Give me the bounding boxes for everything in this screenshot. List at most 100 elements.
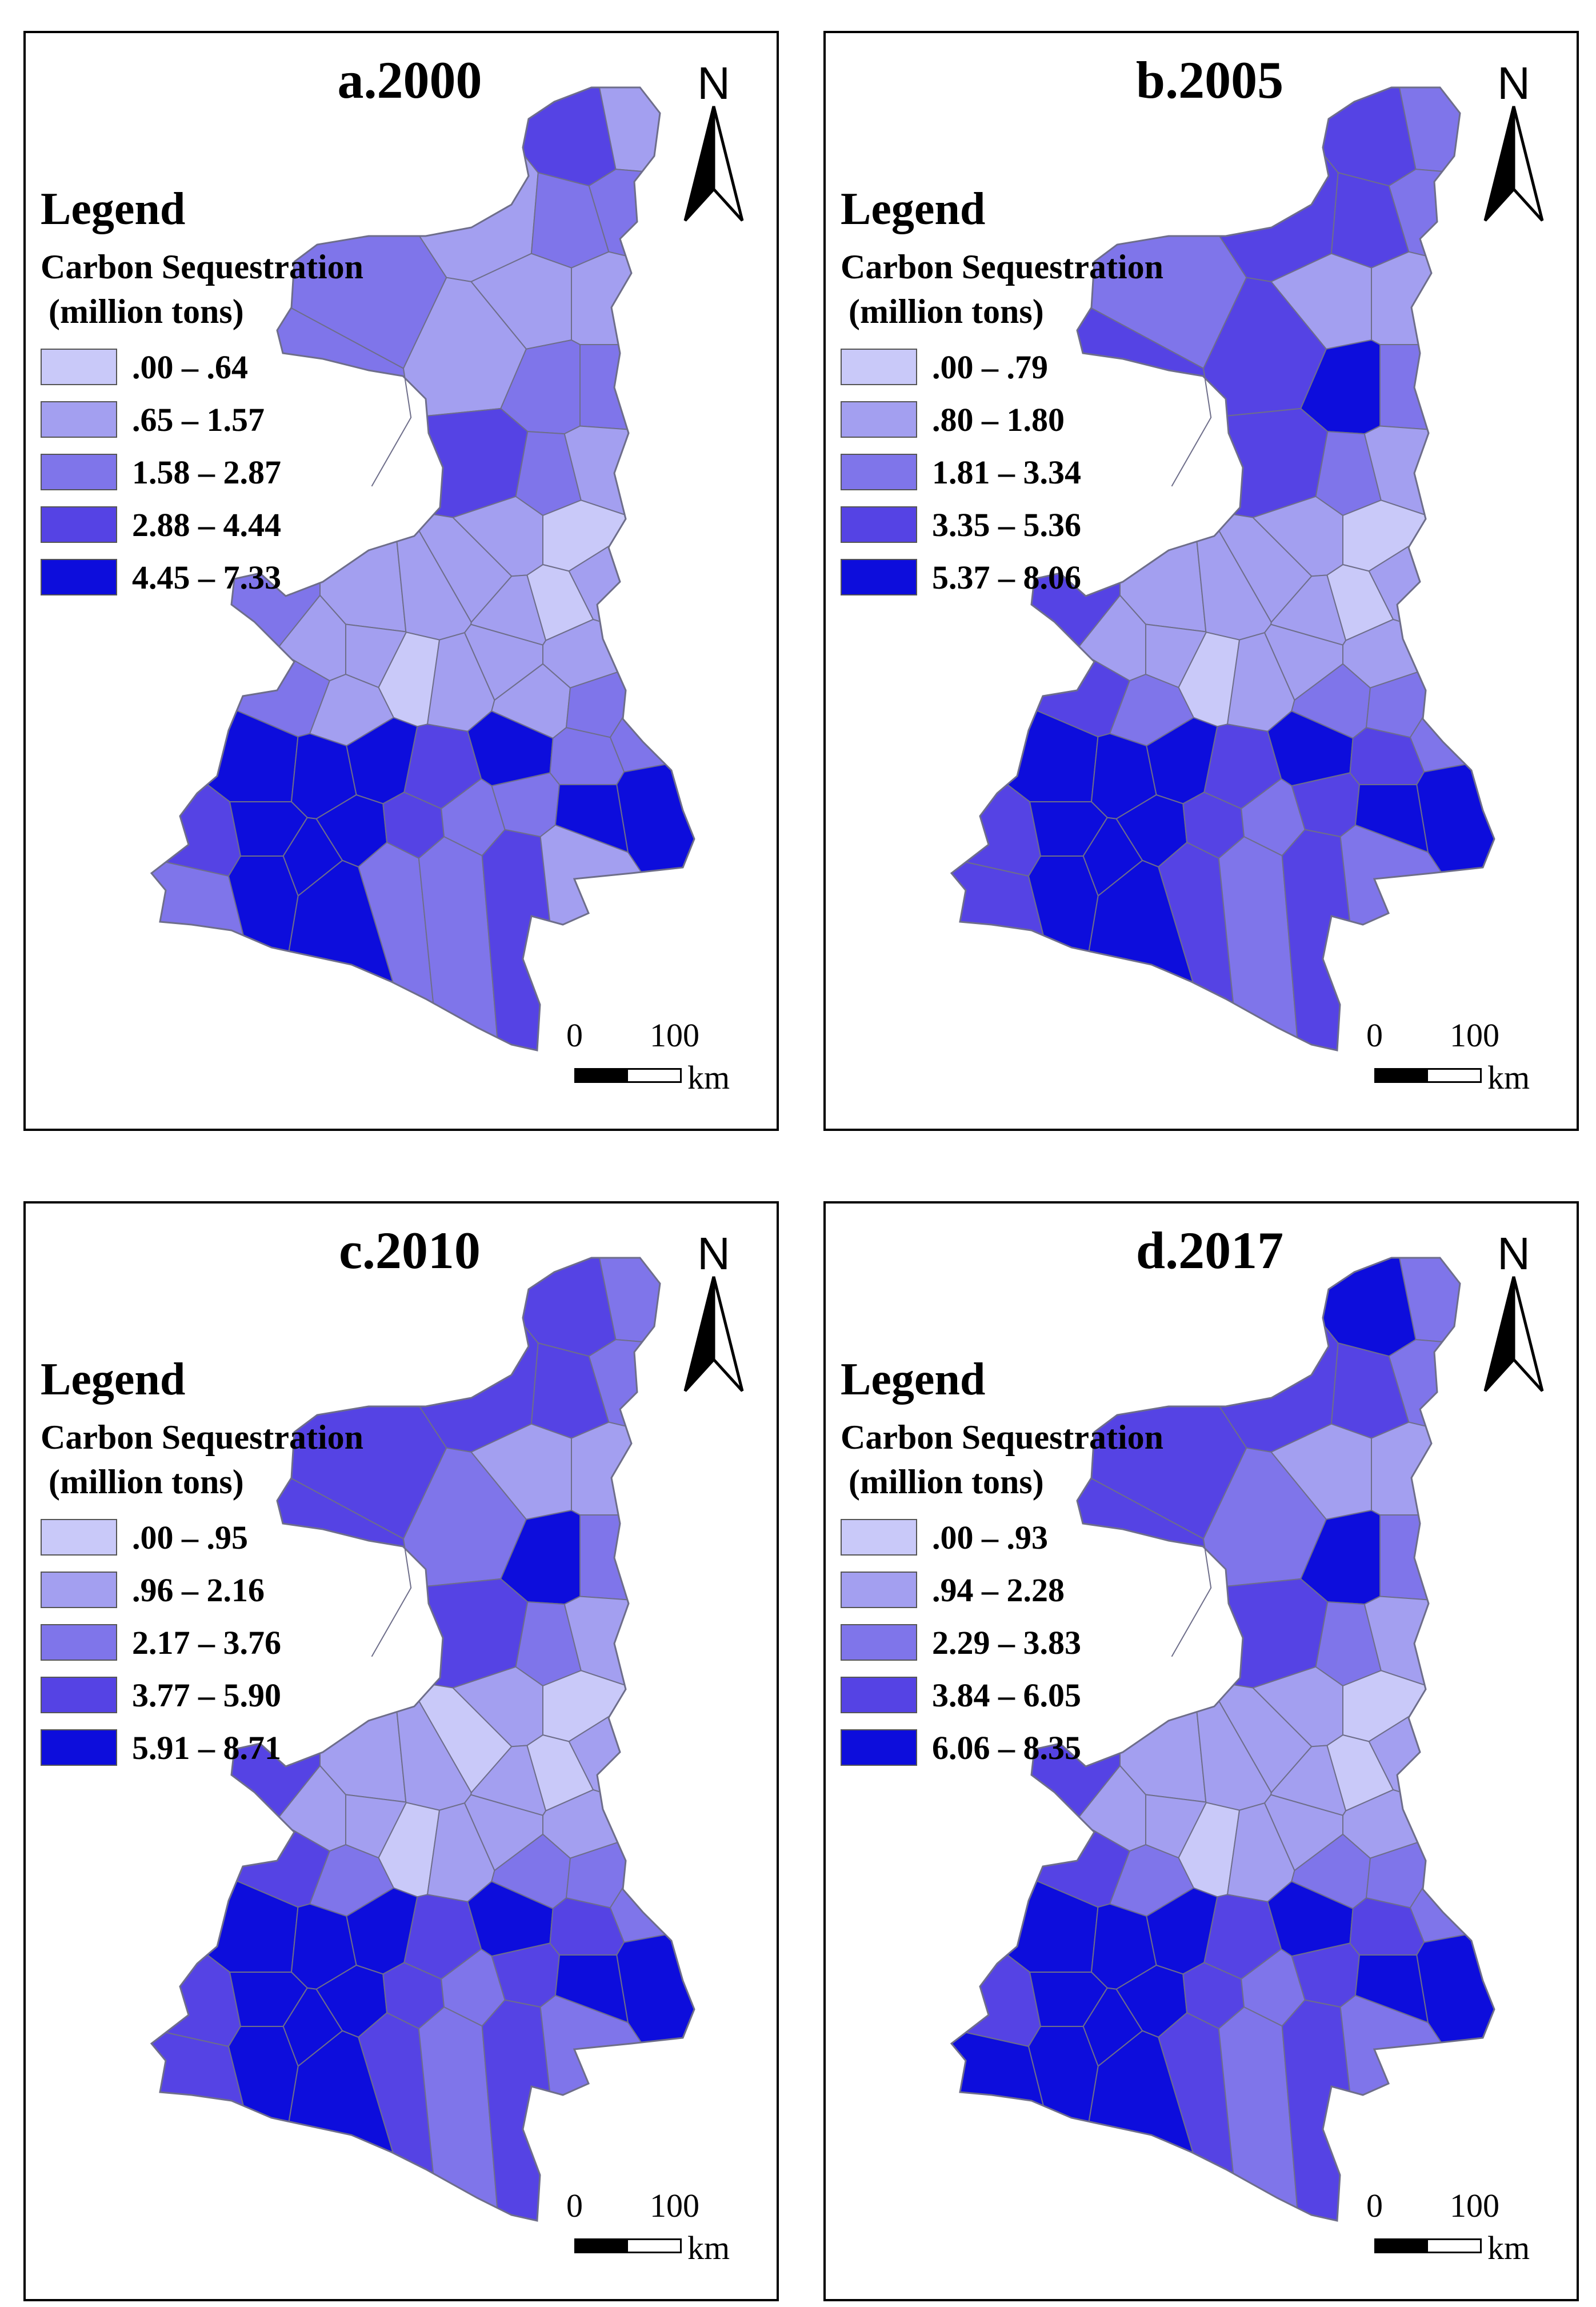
legend-item: 3.77 – 5.90 [41, 1669, 363, 1721]
legend-range: 1.58 – 2.87 [132, 453, 281, 491]
scale-bar-graphic [1374, 1068, 1482, 1083]
north-label: N [697, 58, 730, 109]
district-region [579, 344, 629, 430]
map-panel: d.2017 N Legend Carbon Sequestration (mi… [823, 1201, 1579, 2301]
north-arrow-icon [683, 106, 744, 222]
north-arrow: N [674, 1231, 754, 1402]
choropleth-map [150, 86, 695, 1051]
legend-item: 1.81 – 3.34 [841, 446, 1163, 498]
legend-item: 1.58 – 2.87 [41, 446, 363, 498]
district-region [579, 1514, 629, 1601]
legend-range: 3.77 – 5.90 [132, 1676, 281, 1714]
scale-bar: 0 100 km [1366, 1019, 1555, 1105]
north-arrow: N [674, 61, 754, 232]
province-outline [150, 1257, 695, 2222]
scale-unit-label: km [1487, 1059, 1530, 1096]
scale-unit-label: km [687, 2229, 730, 2266]
panel-title: c.2010 [339, 1221, 481, 1280]
legend-item: 3.35 – 5.36 [841, 498, 1163, 551]
legend-swatch [841, 1519, 917, 1556]
legend-swatch [841, 1624, 917, 1661]
legend-range: 2.88 – 4.44 [132, 506, 281, 543]
scale-end-label: 100 [650, 1017, 699, 1054]
legend-heading: Legend [841, 1354, 986, 1405]
north-label: N [1497, 1228, 1530, 1279]
north-arrow-icon [1483, 1276, 1544, 1392]
legend-range: 3.35 – 5.36 [932, 506, 1081, 543]
scale-start-label: 0 [566, 2187, 583, 2224]
scale-start-label: 0 [1366, 2187, 1383, 2224]
legend-swatch [841, 349, 917, 385]
district-region [571, 1421, 633, 1516]
legend-item: .80 – 1.80 [841, 393, 1163, 446]
legend-range: .00 – .95 [132, 1518, 248, 1556]
legend-swatch [841, 454, 917, 490]
map-panel: b.2005 N Legend Carbon Sequestration (mi… [823, 31, 1579, 1131]
legend: Legend Carbon Sequestration (million ton… [841, 186, 1163, 603]
map-panel: a.2000 N Legend Carbon Sequestration (mi… [23, 31, 779, 1131]
legend-item: 6.06 – 8.35 [841, 1721, 1163, 1774]
district-region [227, 855, 299, 952]
legend-range: 1.81 – 3.34 [932, 453, 1081, 491]
scale-start-label: 0 [1366, 1017, 1383, 1054]
panel-title: d.2017 [1135, 1221, 1284, 1280]
north-label: N [1497, 58, 1530, 109]
legend: Legend Carbon Sequestration (million ton… [41, 186, 363, 603]
legend-range: 6.06 – 8.35 [932, 1729, 1081, 1766]
legend-item: .96 – 2.16 [41, 1564, 363, 1616]
legend: Legend Carbon Sequestration (million ton… [841, 1357, 1163, 1774]
district-region [1371, 251, 1433, 345]
panel-title: b.2005 [1135, 51, 1284, 109]
legend-swatch [41, 454, 117, 490]
legend-range: 3.84 – 6.05 [932, 1676, 1081, 1714]
panel-title: a.2000 [337, 51, 482, 109]
legend-swatch [41, 1572, 117, 1608]
legend-item: 5.91 – 8.71 [41, 1721, 363, 1774]
legend: Legend Carbon Sequestration (million ton… [41, 1357, 363, 1774]
scale-unit-label: km [1487, 2229, 1530, 2266]
legend-item: .65 – 1.57 [41, 393, 363, 446]
legend-heading: Legend [841, 184, 986, 234]
legend-swatch [841, 401, 917, 438]
choropleth-map [950, 1257, 1495, 2222]
legend-swatch [41, 559, 117, 595]
legend-item: 4.45 – 7.33 [41, 551, 363, 603]
legend-range: .96 – 2.16 [132, 1571, 265, 1609]
legend-range: 5.91 – 8.71 [132, 1729, 281, 1766]
district-region [1371, 1421, 1433, 1516]
legend-unit: (million tons) [49, 1463, 244, 1501]
scale-end-label: 100 [1450, 2187, 1499, 2224]
legend-swatch [41, 1624, 117, 1661]
scale-bar: 0 100 km [566, 1019, 755, 1105]
district-region [1027, 2026, 1099, 2122]
legend-range: .00 – .79 [932, 348, 1048, 386]
legend-subtitle: Carbon Sequestration [41, 1418, 364, 1456]
legend-item: 2.88 – 4.44 [41, 498, 363, 551]
legend-range: .94 – 2.28 [932, 1571, 1065, 1609]
legend-swatch [41, 506, 117, 543]
legend-swatch [841, 559, 917, 595]
district-region [1027, 855, 1099, 952]
province-outline [950, 1257, 1495, 2222]
legend-range: .80 – 1.80 [932, 401, 1065, 438]
scale-bar-graphic [574, 1068, 682, 1083]
legend-item: .00 – .64 [41, 341, 363, 393]
legend-item: 3.84 – 6.05 [841, 1669, 1163, 1721]
legend-item: .94 – 2.28 [841, 1564, 1163, 1616]
legend-heading: Legend [41, 1354, 186, 1405]
province-outline [150, 86, 695, 1051]
legend-heading: Legend [41, 184, 186, 234]
choropleth-map [150, 1257, 695, 2222]
north-arrow-icon [1483, 106, 1544, 222]
north-arrow: N [1474, 61, 1554, 232]
map-panel: c.2010 N Legend Carbon Sequestration (mi… [23, 1201, 779, 2301]
legend-item: .00 – .95 [41, 1511, 363, 1564]
district-region [1379, 1514, 1429, 1601]
scale-end-label: 100 [1450, 1017, 1499, 1054]
province-outline [950, 86, 1495, 1051]
legend-swatch [841, 1677, 917, 1713]
legend-unit: (million tons) [849, 293, 1044, 330]
legend-item: .00 – .93 [841, 1511, 1163, 1564]
legend-range: .00 – .93 [932, 1518, 1048, 1556]
legend-item: 2.29 – 3.83 [841, 1616, 1163, 1669]
